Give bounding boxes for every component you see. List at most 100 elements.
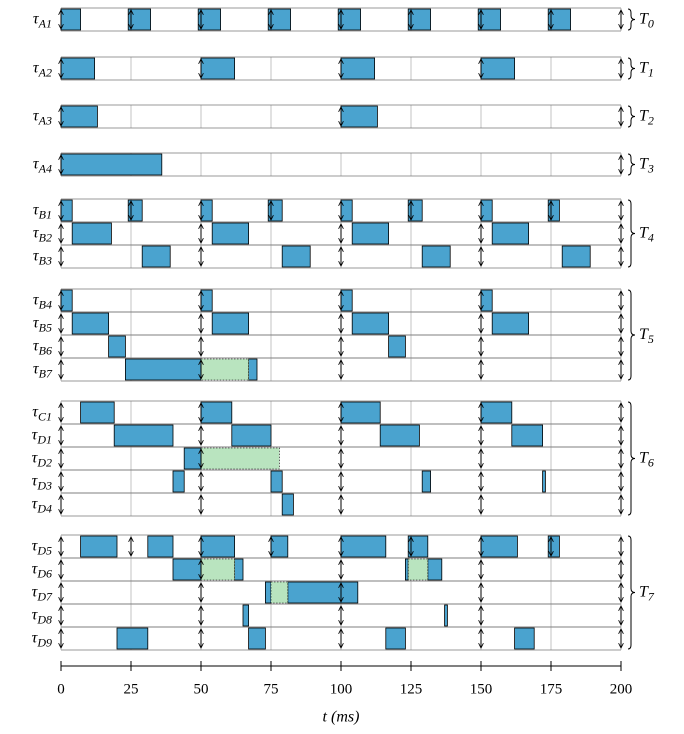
job-bar: [340, 289, 353, 312]
job-bar: [407, 8, 432, 31]
job-bar: [234, 558, 244, 581]
job-bar: [444, 604, 448, 627]
group-label-symbol: T: [639, 59, 649, 76]
task-label-symbol: τ: [33, 314, 40, 331]
overrun-bar: [407, 558, 429, 581]
task-label-symbol: τ: [32, 426, 39, 443]
group-label-sub: 2: [648, 113, 654, 127]
job-bar: [267, 199, 283, 222]
job-bar: [421, 470, 432, 493]
task-label-sub: D5: [36, 543, 52, 557]
task-label-sub: B7: [39, 366, 53, 380]
group-label-symbol: T: [639, 10, 649, 27]
job-bar: [480, 199, 493, 222]
task-label-sub: A1: [38, 16, 52, 30]
task-label-sub: A4: [38, 161, 52, 175]
job-bar: [427, 558, 443, 581]
job-bar: [60, 289, 73, 312]
group-label: T7: [639, 583, 655, 603]
job-bar: [141, 245, 171, 268]
group-label-symbol: T: [639, 583, 649, 600]
x-tick-label: 25: [124, 681, 139, 697]
job-bar: [264, 581, 272, 604]
x-tick-label: 0: [57, 681, 65, 697]
group-label: T0: [639, 10, 654, 30]
task-label-sub: D2: [36, 455, 52, 469]
job-bar: [491, 312, 530, 335]
task-label: τC1: [32, 403, 52, 423]
job-bar: [477, 8, 502, 31]
job-bar: [60, 153, 163, 176]
task-label-sub: B6: [39, 343, 52, 357]
job-bar: [183, 447, 202, 470]
job-bar: [404, 558, 409, 581]
task-label: τA3: [33, 107, 52, 127]
job-bar: [172, 470, 185, 493]
task-label-symbol: τ: [32, 560, 39, 577]
job-bar: [211, 222, 249, 245]
group-label-sub: 6: [648, 455, 654, 469]
task-label-symbol: τ: [32, 472, 39, 489]
group-label: T5: [639, 326, 654, 346]
job-bar: [547, 199, 560, 222]
x-tick-label: 50: [194, 681, 209, 697]
task-label: τD7: [32, 583, 53, 603]
task-label: τA1: [33, 10, 52, 30]
task-label: τB2: [33, 224, 52, 244]
group-label-sub: 5: [648, 332, 654, 346]
task-label-symbol: τ: [33, 107, 40, 124]
job-bar: [340, 105, 378, 128]
task-label: τD9: [32, 629, 52, 649]
task-label-symbol: τ: [33, 59, 40, 76]
job-bar: [337, 8, 362, 31]
job-bar: [340, 401, 381, 424]
job-bar: [60, 199, 73, 222]
group-brace: [627, 105, 636, 128]
job-bar: [127, 8, 151, 31]
task-label-symbol: τ: [32, 537, 39, 554]
task-label: τD1: [32, 426, 52, 446]
task-label-symbol: τ: [33, 247, 40, 264]
task-label-symbol: τ: [33, 201, 40, 218]
job-bar: [340, 535, 387, 558]
job-bar: [340, 199, 353, 222]
group-label: T6: [639, 449, 654, 469]
overrun-bar: [200, 447, 280, 470]
task-label-sub: D4: [36, 501, 52, 515]
x-tick-label: 100: [330, 681, 353, 697]
task-label-sub: B3: [39, 253, 52, 267]
task-label-symbol: τ: [32, 449, 39, 466]
job-bar: [480, 57, 515, 80]
group-label-sub: 3: [647, 161, 654, 175]
x-tick-label: 200: [610, 681, 633, 697]
x-tick-label: 75: [264, 681, 279, 697]
x-tick-label: 150: [470, 681, 493, 697]
job-bar: [248, 358, 258, 381]
job-bar: [270, 470, 283, 493]
job-bar: [547, 8, 572, 31]
job-bar: [60, 57, 95, 80]
job-bar: [542, 470, 546, 493]
task-label-symbol: τ: [32, 495, 39, 512]
job-bar: [211, 312, 249, 335]
task-label: τA4: [33, 155, 52, 175]
job-bar: [421, 245, 451, 268]
task-label-sub: D8: [36, 612, 52, 626]
task-label: τD8: [32, 606, 52, 626]
job-bar: [491, 222, 530, 245]
group-label: T2: [639, 107, 654, 127]
group-label: T1: [639, 59, 654, 79]
job-bar: [547, 535, 560, 558]
job-bar: [561, 245, 591, 268]
x-tick-label: 125: [400, 681, 423, 697]
group-label-symbol: T: [639, 449, 649, 466]
task-label-symbol: τ: [33, 224, 40, 241]
job-bar: [80, 535, 118, 558]
job-bar: [172, 558, 202, 581]
task-label: τD5: [32, 537, 52, 557]
group-brace: [627, 199, 636, 268]
job-bar: [113, 424, 174, 447]
job-bar: [242, 604, 249, 627]
job-bar: [80, 401, 115, 424]
job-bar: [511, 424, 543, 447]
